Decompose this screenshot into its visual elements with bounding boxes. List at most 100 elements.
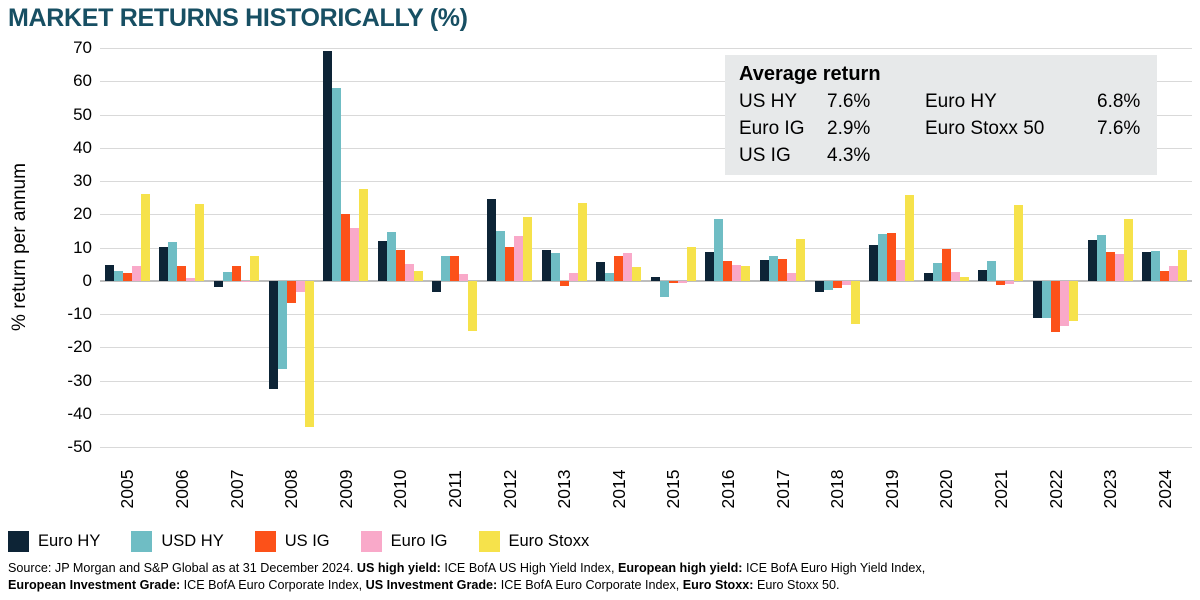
bar-euro-stoxx-2023 — [1123, 219, 1133, 281]
bar-euro-stoxx-2024 — [1178, 250, 1188, 281]
bar-euro-hy-2007 — [214, 280, 223, 287]
source-line: Source: JP Morgan and S&P Global as at 3… — [8, 561, 926, 575]
gridline — [100, 114, 1192, 116]
bar-euro-hy-2024 — [1142, 252, 1152, 281]
bar-usd-hy-2022 — [1042, 280, 1051, 319]
legend-label: Euro IG — [390, 532, 448, 550]
x-tick-label-2021: 2021 — [990, 469, 1011, 509]
x-tick-label-2011: 2011 — [444, 470, 465, 508]
bar-euro-stoxx-2011 — [468, 280, 478, 332]
bar-usd-hy-2020 — [932, 263, 942, 281]
y-tick-label: 30 — [73, 171, 92, 190]
average-return-table: US HY 7.6% Euro HY 6.8% Euro IG 2.9% Euro Stox… — [739, 88, 1143, 169]
plot-area — [100, 48, 1192, 448]
bar-usd-hy-2009 — [332, 87, 342, 281]
bar-euro-stoxx-2019 — [905, 194, 915, 281]
y-tick-label: -30 — [67, 370, 92, 390]
bar-usd-hy-2013 — [550, 253, 560, 281]
x-tick-label-2017: 2017 — [772, 469, 792, 509]
y-tick-label: 20 — [73, 204, 92, 224]
y-tick-label: -20 — [67, 337, 92, 357]
gridline — [100, 347, 1192, 349]
bar-euro-stoxx-2009 — [359, 189, 369, 281]
gridline — [100, 380, 1192, 382]
bar-euro-ig-2016 — [732, 264, 742, 281]
bar-euro-hy-2013 — [541, 250, 551, 281]
bar-euro-stoxx-2018 — [850, 280, 860, 324]
y-tick-label: 10 — [73, 237, 92, 257]
legend-swatch-icon — [8, 531, 29, 552]
bar-euro-stoxx-2006 — [195, 204, 205, 281]
bar-usd-hy-2012 — [496, 230, 505, 281]
x-tick-label-2007: 2007 — [226, 469, 246, 509]
bar-euro-ig-2024 — [1169, 265, 1179, 281]
bar-usd-hy-2011 — [441, 256, 451, 281]
legend-swatch-icon — [254, 531, 276, 552]
bar-euro-ig-2019 — [896, 259, 906, 281]
bar-euro-stoxx-2007 — [250, 256, 259, 281]
zero-gridline — [100, 279, 1192, 282]
avg-label: US IG — [739, 145, 791, 166]
bar-euro-hy-2012 — [487, 198, 496, 281]
bar-euro-hy-2022 — [1033, 280, 1042, 318]
bar-usd-hy-2015 — [659, 280, 669, 298]
y-tick-label: 50 — [73, 104, 92, 124]
bar-us-ig-2007 — [232, 265, 241, 281]
bar-us-ig-2013 — [559, 280, 569, 286]
bar-euro-stoxx-2021 — [1014, 205, 1024, 281]
gridline — [100, 81, 1192, 83]
avg-value: 4.3% — [827, 145, 871, 166]
avg-value: 7.6% — [827, 91, 871, 112]
bar-euro-ig-2021 — [1005, 280, 1015, 285]
bar-euro-ig-2017 — [787, 272, 796, 281]
bar-euro-ig-2006 — [186, 278, 196, 281]
bar-euro-stoxx-2016 — [741, 266, 751, 281]
bar-us-ig-2017 — [778, 259, 787, 281]
bar-euro-stoxx-2005 — [140, 194, 150, 281]
bar-euro-ig-2007 — [241, 280, 250, 283]
bar-euro-stoxx-2015 — [686, 246, 696, 281]
y-tick-label: 70 — [73, 38, 92, 57]
legend-label: US IG — [284, 532, 330, 550]
avg-label: US HY — [739, 91, 798, 112]
legend-swatch-icon — [131, 531, 153, 552]
y-tick-label: 60 — [73, 71, 92, 91]
bar-euro-hy-2018 — [814, 280, 824, 293]
bar-euro-hy-2006 — [159, 246, 169, 281]
avg-label: Euro HY — [925, 91, 997, 112]
bar-usd-hy-2005 — [113, 271, 123, 281]
chart-legend: Euro HY USD HY US IG Euro IG Euro Stoxx — [8, 531, 589, 552]
y-tick-label: 40 — [73, 137, 92, 157]
bar-us-ig-2008 — [286, 280, 296, 304]
bar-us-ig-2009 — [341, 214, 351, 281]
bar-us-ig-2018 — [832, 280, 842, 289]
bar-us-ig-2016 — [723, 260, 733, 281]
bar-euro-hy-2017 — [760, 259, 769, 281]
bar-usd-hy-2021 — [987, 260, 997, 281]
bar-usd-hy-2006 — [168, 242, 178, 281]
bar-euro-ig-2011 — [459, 274, 469, 281]
bar-usd-hy-2014 — [605, 273, 615, 281]
y-tick-label: -10 — [67, 304, 92, 323]
bar-euro-hy-2010 — [377, 240, 387, 281]
avg-label: Euro IG — [739, 118, 805, 139]
bar-us-ig-2022 — [1051, 280, 1060, 333]
legend-item-euro-ig: Euro IG — [360, 531, 448, 552]
x-tick-label-2020: 2020 — [935, 469, 956, 509]
bar-us-ig-2010 — [395, 250, 405, 281]
bar-euro-hy-2016 — [705, 252, 715, 281]
bar-us-ig-2024 — [1160, 270, 1170, 281]
avg-label: Euro Stoxx 50 — [925, 118, 1045, 139]
bar-euro-stoxx-2012 — [523, 216, 532, 281]
bar-euro-stoxx-2014 — [632, 267, 642, 281]
bar-euro-ig-2018 — [841, 280, 851, 285]
bar-us-ig-2021 — [996, 280, 1006, 285]
legend-swatch-icon — [478, 531, 500, 552]
avg-value: 2.9% — [827, 118, 871, 139]
legend-label: USD HY — [161, 532, 224, 550]
legend-label: Euro HY — [38, 532, 101, 550]
gridline — [100, 413, 1192, 415]
bar-euro-ig-2023 — [1114, 254, 1124, 281]
legend-item-us-ig: US IG — [254, 531, 330, 552]
